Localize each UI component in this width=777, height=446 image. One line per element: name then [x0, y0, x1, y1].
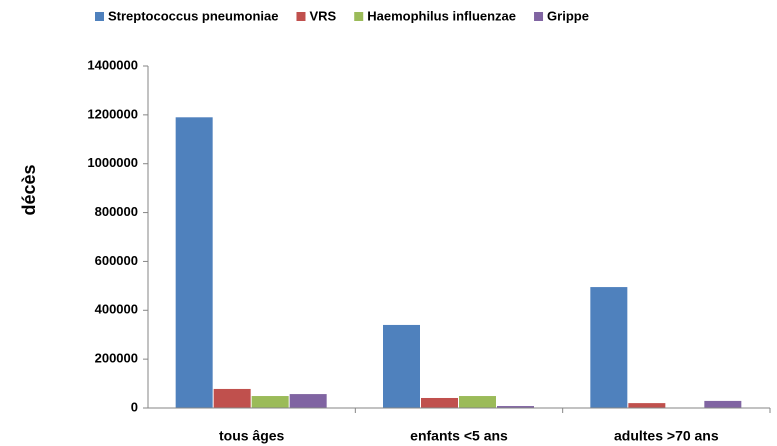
bar: [704, 400, 742, 408]
y-tick-label: 400000: [95, 302, 138, 317]
y-tick-label: 0: [131, 399, 138, 414]
y-tick-label: 600000: [95, 253, 138, 268]
bar: [175, 117, 213, 409]
legend-label: Streptococcus pneumoniae: [108, 8, 278, 23]
bar: [421, 397, 458, 408]
y-axis-label: décès: [19, 164, 39, 215]
bar: [590, 287, 628, 408]
y-tick-label: 200000: [95, 351, 138, 366]
bar: [289, 394, 327, 408]
bar: [628, 403, 666, 408]
y-tick-label: 1400000: [87, 57, 138, 72]
x-tick-label: enfants <5 ans: [410, 428, 508, 444]
legend-swatch: [354, 12, 364, 21]
legend-label: Haemophilus influenzae: [367, 8, 516, 23]
legend-swatch: [296, 12, 306, 21]
bar: [213, 388, 251, 408]
legend-swatch: [534, 12, 544, 21]
legend-swatch: [95, 12, 104, 21]
x-tick-label: adultes >70 ans: [614, 428, 719, 444]
bar: [459, 396, 496, 408]
legend-label: VRS: [309, 8, 336, 23]
x-tick-label: tous âges: [219, 428, 285, 444]
bar: [251, 396, 289, 408]
y-tick-label: 1200000: [87, 106, 138, 121]
y-tick-label: 800000: [95, 204, 138, 219]
bar: [497, 406, 534, 408]
y-tick-label: 1000000: [87, 155, 138, 170]
bar: [383, 324, 420, 408]
legend-label: Grippe: [547, 8, 589, 23]
